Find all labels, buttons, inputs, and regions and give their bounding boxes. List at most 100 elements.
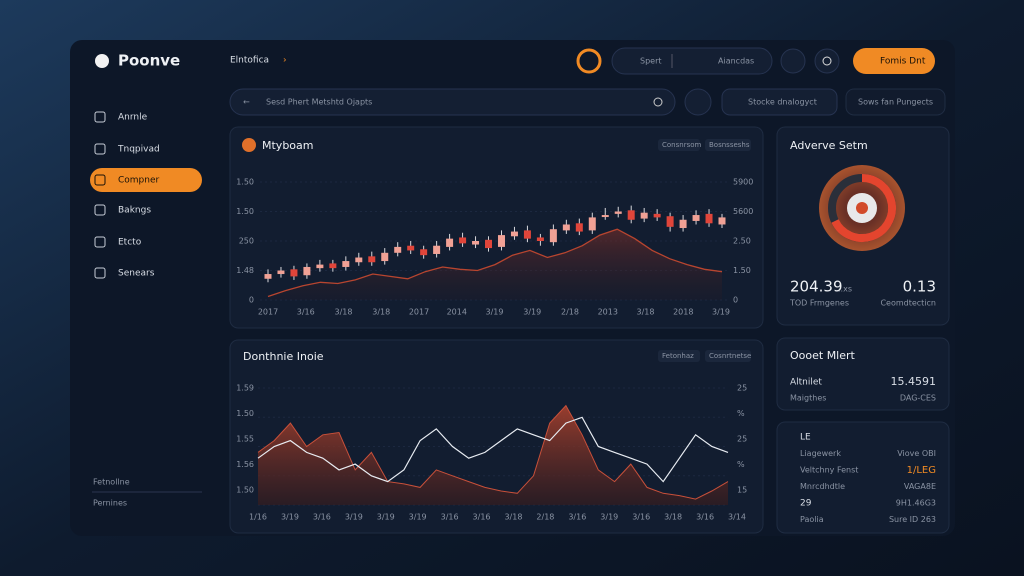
axis-label: 1.48 [236, 266, 254, 275]
row-label[interactable]: LE [800, 433, 811, 443]
x-axis-label: 3/18 [335, 308, 353, 317]
candle-body [562, 224, 570, 231]
row-value: DAG-CES [900, 394, 936, 403]
area-line [267, 228, 723, 298]
primary-button-label[interactable]: Fomis Dnt [880, 57, 926, 67]
candle-body [666, 216, 674, 227]
search-placeholder[interactable]: Sesd Phert Metshtd Ojapts [266, 98, 372, 107]
pill-left[interactable]: Spert [640, 57, 662, 66]
x-axis-label: 2/18 [561, 308, 579, 317]
panel-title: Mtyboam [262, 139, 313, 152]
dropdown-label[interactable]: Stocke dnalogyct [748, 98, 817, 107]
nav-item[interactable]: Etcto [118, 238, 142, 248]
x-axis-label: 3/19 [486, 308, 504, 317]
back-icon[interactable]: ← [243, 98, 250, 107]
metric-label: TOD Frmgenes [789, 299, 849, 308]
candle-body [510, 231, 518, 237]
axis-label: 15 [737, 486, 747, 495]
x-axis-label: 3/16 [696, 513, 714, 522]
x-axis-label: 2017 [258, 308, 278, 317]
nav-item[interactable]: Anrnle [118, 113, 148, 123]
axis-label: 25 [737, 384, 747, 393]
nav-item[interactable]: Tnqpivad [117, 145, 160, 155]
candle-body [653, 213, 661, 218]
axis-label: 2.50 [733, 237, 751, 246]
search-icon[interactable] [653, 97, 663, 107]
search-bar[interactable] [229, 88, 676, 116]
nav-item[interactable]: Senears [118, 269, 155, 279]
candle-body [705, 213, 713, 224]
dropdown-label[interactable]: Sows fan Pungects [858, 98, 933, 107]
axis-label: 1.59 [236, 384, 254, 393]
icon-button[interactable] [814, 48, 840, 74]
axis-label: 1.50 [733, 266, 751, 275]
row-value[interactable]: VAGA8E [904, 482, 936, 491]
dropdown[interactable] [721, 88, 838, 116]
candle-body [692, 215, 700, 221]
chip[interactable] [658, 139, 700, 151]
alert-panel [776, 337, 950, 411]
icon-button[interactable] [780, 48, 806, 74]
axis-label: 25 [737, 435, 747, 444]
row-value[interactable]: Viove OBI [897, 449, 936, 458]
x-axis-label: 3/19 [523, 308, 541, 317]
x-axis-label: 3/18 [372, 308, 390, 317]
row-label[interactable]: Paolia [800, 515, 824, 524]
axis-label: % [737, 460, 745, 469]
chip-label[interactable]: Consnrsom [662, 141, 701, 149]
axis-label: 1.50 [236, 486, 254, 495]
candle-body [420, 249, 428, 256]
row-label[interactable]: Mnrcdhdtle [800, 482, 845, 491]
row-label: Maigthes [790, 394, 826, 403]
x-axis-label: 1/16 [249, 513, 267, 522]
logo-icon [95, 54, 109, 68]
chip[interactable] [658, 350, 700, 362]
primary-button[interactable] [853, 48, 935, 74]
x-axis-label: 3/19 [409, 513, 427, 522]
candle-body [303, 266, 311, 276]
row-label[interactable]: 29 [800, 499, 812, 509]
chip-label[interactable]: Cosnrtnetse [709, 352, 751, 360]
candle-body [316, 264, 324, 269]
sidebar-footer[interactable]: Pernines [93, 499, 127, 508]
toggle-pill[interactable] [611, 47, 773, 75]
row-value: 15.4591 [891, 375, 937, 388]
chip-label[interactable]: Bosnsseshs [709, 141, 750, 149]
dropdown[interactable] [845, 88, 946, 116]
candle-body [718, 217, 726, 225]
row-value[interactable]: Sure ID 263 [889, 515, 936, 524]
pill-right[interactable]: Aiancdas [718, 57, 754, 66]
metric-label: Ceomdtecticn [880, 299, 936, 308]
candle-body [381, 252, 389, 262]
row-value[interactable]: 1/LEG [907, 465, 936, 476]
chip[interactable] [705, 350, 751, 362]
candle-body [446, 238, 454, 247]
chip[interactable] [705, 139, 751, 151]
nav-item[interactable]: Compner [118, 176, 160, 186]
x-axis-label: 3/19 [600, 513, 618, 522]
sidebar-footer[interactable]: Fetnollne [93, 478, 130, 487]
row-value[interactable]: 9H1.46G3 [896, 499, 936, 508]
row-label[interactable]: Liagewerk [800, 449, 841, 458]
nav-item[interactable]: Bakngs [118, 206, 151, 216]
candle-body [497, 235, 505, 247]
line [257, 416, 729, 483]
candle-body [472, 241, 480, 245]
candle-body [627, 210, 635, 220]
candle-body [264, 274, 272, 279]
chip-label[interactable]: Fetonhaz [662, 352, 694, 360]
x-axis-label: 3/16 [568, 513, 586, 522]
row-label[interactable]: Veltchny Fenst [800, 466, 858, 475]
icon-button[interactable] [684, 88, 712, 116]
breadcrumb[interactable]: Elntofica [230, 56, 269, 66]
x-axis-label: 3/19 [281, 513, 299, 522]
donut-core [856, 202, 868, 214]
x-axis-label: 3/16 [473, 513, 491, 522]
axis-label: 1.56 [236, 460, 254, 469]
status-icon[interactable] [576, 48, 602, 74]
candle-body [614, 211, 622, 214]
x-axis-label: 3/16 [297, 308, 315, 317]
candle-body [459, 237, 467, 244]
axis-label: 1.50 [236, 207, 254, 216]
